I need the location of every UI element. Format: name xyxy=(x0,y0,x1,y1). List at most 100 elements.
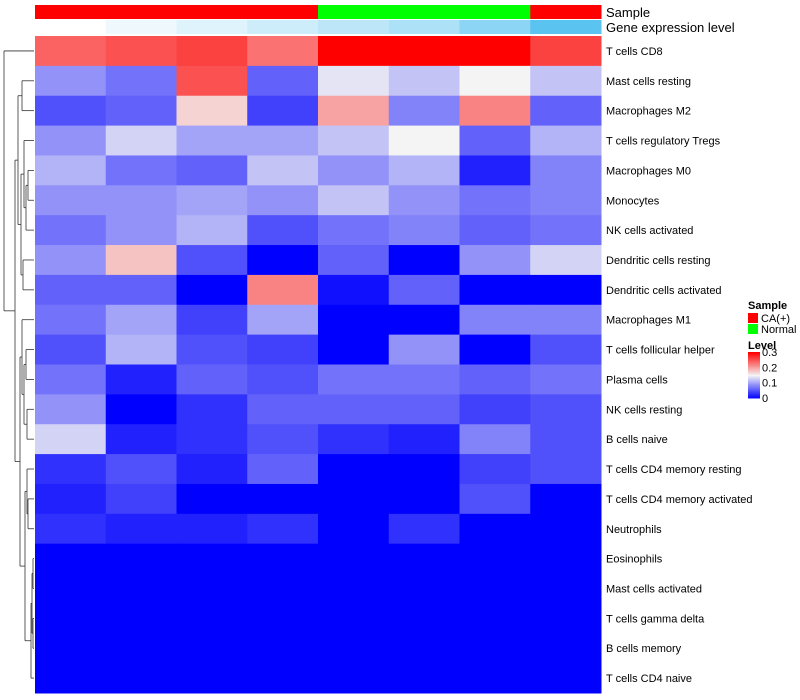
track-cell-1-3 xyxy=(247,20,319,34)
heatmap-cell xyxy=(35,185,107,216)
heatmap-cell xyxy=(35,215,107,246)
heatmap-cell xyxy=(247,125,319,156)
heatmap-cell xyxy=(176,274,248,306)
legend-swatch-ca xyxy=(748,313,758,323)
heatmap-cell xyxy=(388,573,460,604)
heatmap-cell xyxy=(459,454,531,485)
row-label: Neutrophils xyxy=(606,524,662,536)
heatmap-cell xyxy=(105,394,177,425)
row-label: Dendritic cells resting xyxy=(606,255,711,267)
heatmap-cell xyxy=(459,274,531,306)
heatmap-cell xyxy=(318,155,390,186)
heatmap-cell xyxy=(247,424,319,455)
legend-colorbar-step xyxy=(748,354,760,356)
heatmap-cell xyxy=(318,364,390,395)
heatmap-cell xyxy=(247,394,319,425)
heatmap-cell xyxy=(530,245,602,276)
heatmap-cell xyxy=(318,274,390,306)
heatmap-cell xyxy=(530,483,602,515)
track-label-1: Gene expression level xyxy=(606,20,735,35)
legend-colorbar-step xyxy=(748,380,760,383)
heatmap-cell xyxy=(318,245,390,276)
heatmap-cell xyxy=(318,663,390,694)
heatmap-cell xyxy=(105,364,177,395)
heatmap-cell xyxy=(35,155,107,186)
heatmap-cell xyxy=(388,95,460,127)
heatmap-cell xyxy=(530,364,602,395)
heatmap-cell xyxy=(318,454,390,485)
row-label: Macrophages M2 xyxy=(606,106,691,118)
heatmap-cell xyxy=(530,334,602,365)
heatmap-cell xyxy=(459,424,531,455)
heatmap-cell xyxy=(388,424,460,455)
heatmap-cell xyxy=(318,65,390,97)
row-label: Mast cells resting xyxy=(606,76,691,88)
row-label: Dendritic cells activated xyxy=(606,285,722,297)
heatmap-cell xyxy=(459,573,531,604)
track-cell-0-2 xyxy=(176,5,248,19)
heatmap-cell xyxy=(105,573,177,604)
heatmap-cell xyxy=(459,304,531,336)
heatmap-cell xyxy=(388,513,460,545)
legend-colorbar-step xyxy=(748,378,760,381)
heatmap-cell xyxy=(35,633,107,664)
heatmap-cell xyxy=(176,543,248,575)
legend-level-tick: 0.1 xyxy=(762,378,777,390)
heatmap-cell xyxy=(318,394,390,425)
heatmap-cell xyxy=(105,185,177,216)
heatmap-cell xyxy=(388,274,460,306)
legend-level-tick: 0.3 xyxy=(762,347,777,359)
heatmap-cell xyxy=(530,36,602,67)
track-cell-0-3 xyxy=(247,5,319,19)
heatmap-cell xyxy=(530,274,602,306)
track-cell-1-1 xyxy=(105,20,177,34)
heatmap-cell xyxy=(35,424,107,455)
heatmap-cell xyxy=(530,573,602,604)
heatmap-cell xyxy=(35,543,107,575)
heatmap-cell xyxy=(388,65,460,97)
heatmap-cell xyxy=(459,543,531,575)
heatmap-cell xyxy=(176,483,248,515)
heatmap-cell xyxy=(388,215,460,246)
heatmap-cell xyxy=(318,603,390,634)
heatmap-cell xyxy=(176,185,248,216)
legend-colorbar-step xyxy=(748,376,760,378)
legend-colorbar-step xyxy=(748,357,760,360)
legend-colorbar-step xyxy=(748,383,760,385)
heatmap-cell xyxy=(247,36,319,67)
legend-colorbar-step xyxy=(748,366,760,369)
legend-colorbar-step xyxy=(748,363,760,366)
heatmap-cell xyxy=(318,483,390,515)
heatmap-cell xyxy=(388,36,460,67)
heatmap-cell xyxy=(388,155,460,186)
heatmap-cell xyxy=(105,513,177,545)
legend-colorbar-step xyxy=(748,368,760,370)
row-label: Macrophages M1 xyxy=(606,315,691,327)
legend-colorbar-step xyxy=(748,395,760,398)
heatmap-cell xyxy=(247,603,319,634)
heatmap-cell xyxy=(318,633,390,664)
track-cell-1-7 xyxy=(530,20,602,34)
legend-level-title: Level xyxy=(748,340,776,352)
heatmap-cell xyxy=(176,245,248,276)
heatmap-cell xyxy=(176,573,248,604)
legend-colorbar-step xyxy=(748,353,760,355)
legend-colorbar-step xyxy=(748,392,760,394)
heatmap-cell xyxy=(176,215,248,246)
heatmap-cell xyxy=(247,573,319,604)
heatmap-cell xyxy=(105,424,177,455)
heatmap-cell xyxy=(459,185,531,216)
heatmap-cell xyxy=(35,65,107,97)
row-label: T cells regulatory Tregs xyxy=(606,136,721,148)
heatmap-cell xyxy=(35,573,107,604)
heatmap-cell xyxy=(176,394,248,425)
heatmap-cell xyxy=(105,274,177,306)
heatmap-cell xyxy=(176,304,248,336)
heatmap-cell xyxy=(388,454,460,485)
legend-colorbar-step xyxy=(748,361,760,363)
heatmap-cell xyxy=(105,454,177,485)
row-label: Monocytes xyxy=(606,195,660,207)
heatmap-cell xyxy=(176,424,248,455)
heatmap-cell xyxy=(530,65,602,97)
heatmap-cell xyxy=(247,364,319,395)
